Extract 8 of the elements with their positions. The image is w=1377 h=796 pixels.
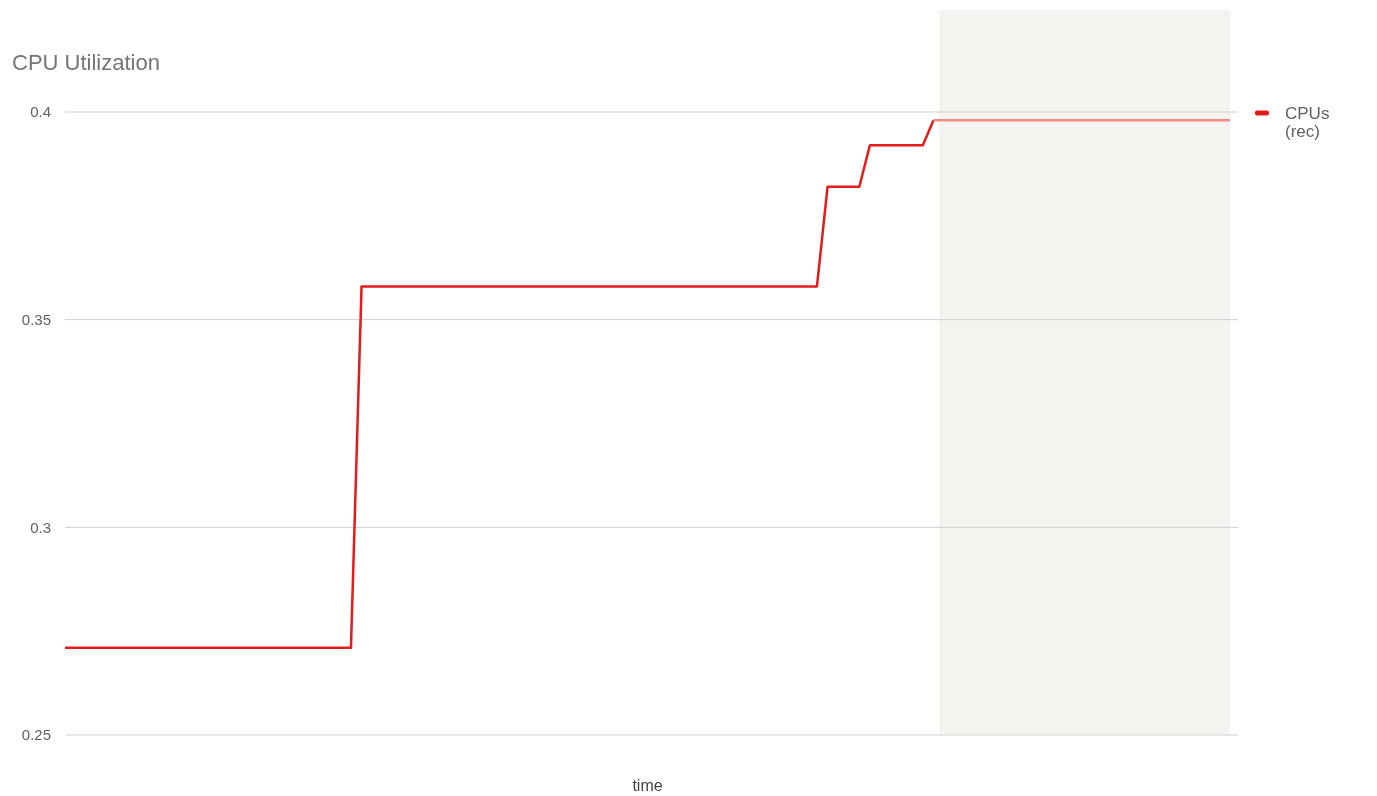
legend-label: CPUs (rec) xyxy=(1285,104,1330,141)
y-tick-label: 0.25 xyxy=(21,726,51,744)
chart-title: CPU Utilization xyxy=(12,50,160,75)
x-axis-title: time xyxy=(632,777,663,794)
y-tick-label: 0.4 xyxy=(30,103,51,121)
y-tick-label: 0.35 xyxy=(21,310,51,328)
y-tick-label: 0.3 xyxy=(30,518,51,536)
line-series xyxy=(63,119,935,650)
